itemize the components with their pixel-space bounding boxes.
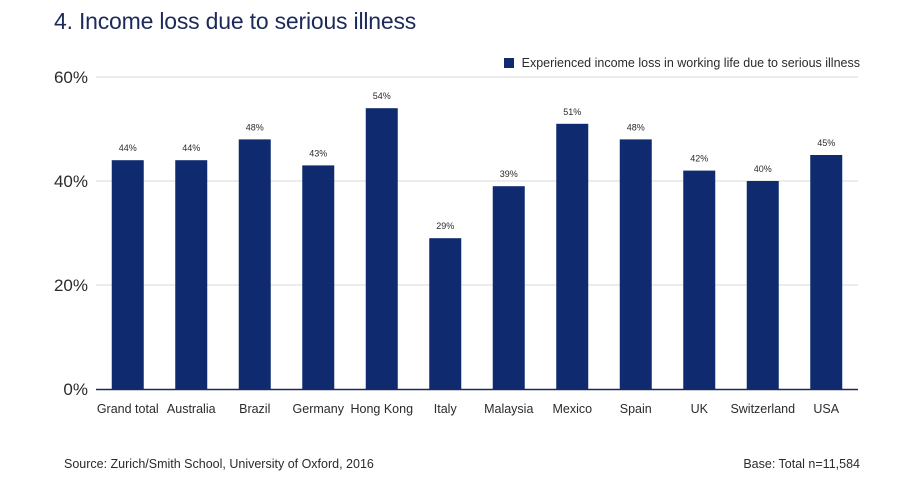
x-tick-label: Brazil	[239, 402, 270, 416]
x-tick-label: USA	[813, 402, 839, 416]
data-labels: 44% 44% 48% 43% 54% 29% 39% 51% 48% 42% 40% 45%	[119, 91, 836, 231]
y-tick-label: 40%	[54, 172, 88, 191]
data-label: 48%	[627, 122, 645, 132]
x-tick-label: UK	[691, 402, 709, 416]
x-tick-label: Australia	[167, 402, 216, 416]
bar	[746, 181, 779, 389]
data-label: 45%	[817, 138, 835, 148]
bar	[175, 160, 208, 389]
bar-chart: 0%20%40%60% 44% 44%48%43%54%29%39%51%48%4…	[54, 68, 858, 416]
x-tick-label: Italy	[434, 402, 458, 416]
data-label: 51%	[563, 107, 581, 117]
bar	[365, 108, 398, 389]
legend-label: Experienced income loss in working life …	[521, 56, 860, 70]
bar	[302, 165, 335, 389]
data-label: 44%	[182, 143, 200, 153]
bar	[683, 170, 716, 389]
data-label: 48%	[246, 122, 264, 132]
y-tick-label: 20%	[54, 276, 88, 295]
x-tick-label: Hong Kong	[350, 402, 413, 416]
x-tick-label: Switzerland	[730, 402, 795, 416]
bar	[111, 160, 144, 389]
data-label: 39%	[500, 169, 518, 179]
bar	[429, 238, 462, 389]
gridlines	[96, 76, 858, 286]
x-tick-label: Malaysia	[484, 402, 533, 416]
bar	[619, 139, 652, 389]
x-tick-label: Germany	[293, 402, 345, 416]
base-note: Base: Total n=11,584	[743, 457, 860, 471]
y-axis-ticks: 0% 20% 40% 60%	[54, 68, 88, 399]
bar	[492, 186, 525, 389]
x-tick-label: Mexico	[552, 402, 592, 416]
chart-title: 4. Income loss due to serious illness	[54, 8, 417, 34]
source-note: Source: Zurich/Smith School, University …	[64, 457, 374, 471]
y-tick-label: 60%	[54, 68, 88, 87]
data-label: 43%	[309, 148, 327, 158]
data-label: 54%	[373, 91, 391, 101]
legend: Experienced income loss in working life …	[503, 56, 860, 70]
data-label: 29%	[436, 221, 454, 231]
bar	[556, 123, 589, 390]
bar	[238, 139, 271, 389]
data-label: 44%	[119, 143, 137, 153]
legend-swatch	[503, 58, 514, 68]
data-label: 40%	[754, 164, 772, 174]
bars	[111, 108, 843, 390]
bar	[810, 155, 843, 389]
data-label: 42%	[690, 154, 708, 164]
x-tick-label: Grand total	[97, 402, 159, 416]
x-axis-ticks: Grand total Australia Brazil Germany Hong Ko…	[97, 402, 840, 416]
x-tick-label: Spain	[620, 402, 652, 416]
y-tick-label: 0%	[63, 380, 88, 399]
